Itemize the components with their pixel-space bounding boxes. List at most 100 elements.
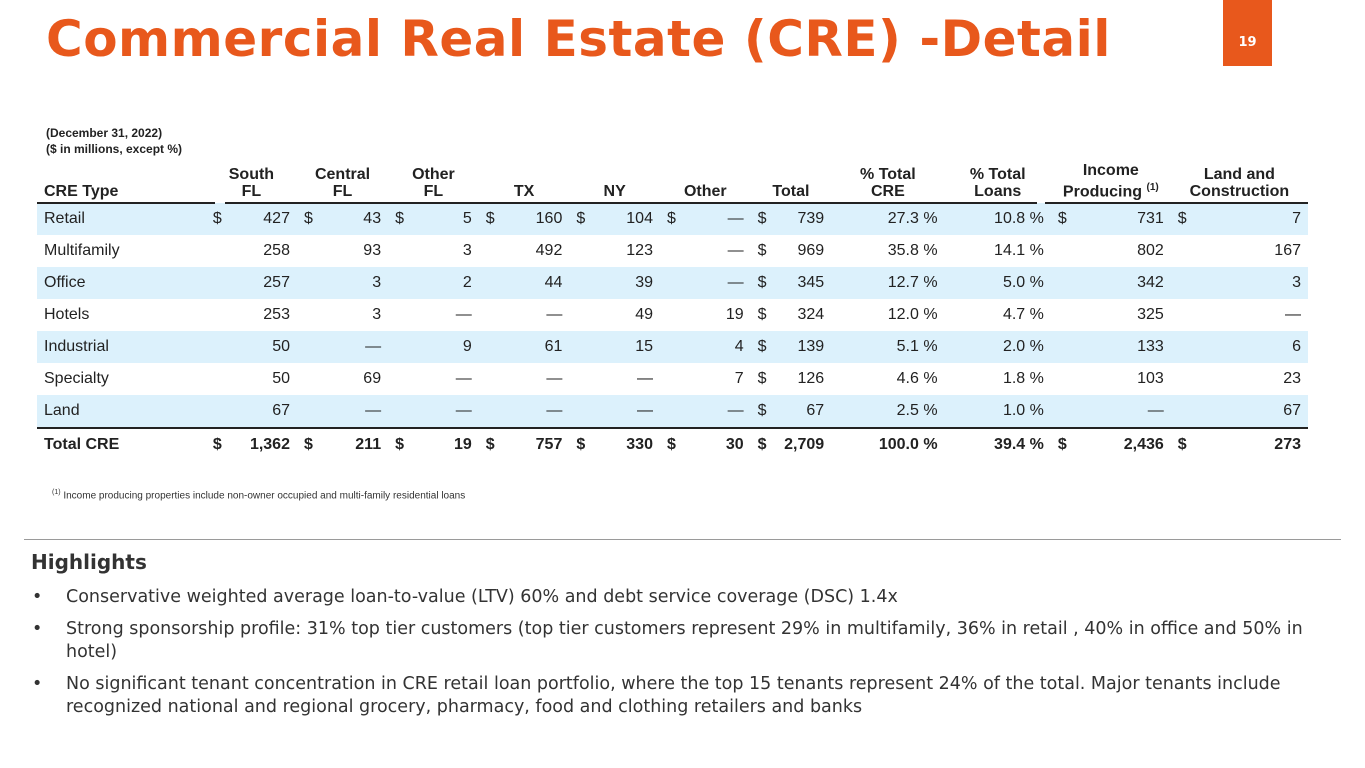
currency-symbol — [569, 331, 591, 364]
currency-symbol — [1171, 299, 1192, 331]
row-label: Multifamily — [44, 242, 120, 260]
cell-pct-cre: 4.6 % — [896, 370, 938, 388]
header-cre-type: CRE Type — [44, 183, 119, 201]
currency-symbol: $ — [750, 203, 772, 236]
header-total: Total — [772, 183, 810, 201]
cell-otherfl: 3 — [462, 242, 472, 260]
row-label: Total CRE — [37, 427, 206, 462]
currency-symbol — [1051, 299, 1072, 331]
cell-land: 167 — [1274, 242, 1301, 260]
cell-ny: 39 — [590, 267, 660, 300]
currency-symbol — [296, 267, 318, 300]
cell-pct-cre: 27.3 % — [831, 203, 945, 236]
currency-symbol: $ — [388, 203, 409, 236]
currency-symbol: $ — [1170, 203, 1192, 236]
table-row: Land 67— — — — — $67 2.5 % 1.0 % —67 — [37, 395, 1308, 429]
currency-symbol — [296, 395, 318, 429]
cell-central: 43 — [317, 203, 389, 236]
cell-total: 739 — [771, 203, 832, 236]
highlight-bullet: Conservative weighted average loan-to-va… — [30, 586, 1330, 609]
table-row: Specialty 50 69 — — — 7 $126 4.6 % 1.8 % 103 23 — [37, 363, 1308, 395]
header-rule — [37, 202, 215, 204]
cell-income: 802 — [1137, 242, 1164, 260]
currency-symbol: $ — [757, 306, 767, 324]
currency-symbol — [388, 299, 409, 331]
cell-pct-cre: 12.7 % — [831, 267, 945, 300]
header-rule — [225, 202, 1037, 204]
cell-land: 67 — [1191, 395, 1308, 429]
currency-symbol: $ — [478, 427, 500, 462]
currency-symbol — [205, 331, 227, 364]
currency-symbol — [388, 235, 409, 267]
currency-symbol: $ — [296, 203, 318, 236]
row-label: Specialty — [44, 370, 109, 388]
header-other-fl: Other FL — [412, 166, 455, 201]
header-central-fl: Central FL — [314, 166, 371, 201]
header-income-producing: Income Producing (1) — [1062, 162, 1159, 201]
currency-symbol — [478, 395, 500, 429]
cell-pct-loans: 1.8 % — [1002, 370, 1044, 388]
currency-symbol — [659, 267, 681, 300]
row-label: Retail — [37, 203, 206, 236]
currency-symbol: $ — [205, 203, 227, 236]
cell-south: 50 — [226, 331, 297, 364]
currency-symbol: $ — [1170, 427, 1192, 462]
currency-symbol — [478, 267, 500, 300]
cell-land: 273 — [1191, 427, 1308, 462]
currency-symbol — [388, 331, 409, 364]
header-ny: NY — [603, 183, 626, 201]
cell-otherfl: 9 — [408, 331, 479, 364]
cell-central: 211 — [317, 427, 389, 462]
cell-pct-cre: 2.5 % — [831, 395, 945, 429]
currency-symbol — [1170, 395, 1192, 429]
cell-otherfl: — — [408, 395, 479, 429]
row-label: Land — [37, 395, 206, 429]
cell-central: 93 — [363, 242, 382, 260]
cell-otherfl: 19 — [408, 427, 479, 462]
currency-symbol — [297, 235, 318, 267]
currency-symbol — [569, 235, 590, 267]
cell-pct-loans: 10.8 % — [944, 203, 1051, 236]
cell-otherfl: 2 — [408, 267, 479, 300]
currency-symbol — [1050, 395, 1072, 429]
cell-total: 2,709 — [771, 427, 832, 462]
cell-ny: 104 — [590, 203, 660, 236]
currency-symbol: $ — [750, 267, 772, 300]
cell-other: — — [680, 203, 751, 236]
currency-symbol — [1171, 363, 1192, 395]
table-row: Multifamily 258 93 3 492 123 — $969 35.8 % 14.1 %… — [37, 235, 1308, 267]
cell-tx: 61 — [499, 331, 570, 364]
cell-central: — — [317, 331, 389, 364]
total-row: Total CRE $1,362 $211 $19 $757 $330 $30 $2,709 1… — [37, 427, 1308, 462]
currency-symbol — [205, 267, 227, 300]
cell-pct-cre: 12.0 % — [887, 306, 938, 324]
cell-land: — — [1285, 306, 1301, 324]
cell-pct-loans: 39.4 % — [944, 427, 1051, 462]
currency-symbol — [297, 299, 318, 331]
currency-symbol: $ — [388, 427, 409, 462]
cell-tx: — — [546, 306, 563, 324]
table-row: Office 257 3 2 44 39— $345 12.7 % 5.0 % 342 3 — [37, 267, 1308, 300]
footnote: (1) Income producing properties include … — [52, 489, 466, 502]
cell-other: 7 — [734, 370, 744, 388]
cell-ny: 123 — [626, 242, 653, 260]
cell-pct-loans: 14.1 % — [994, 242, 1044, 260]
cell-ny: 15 — [590, 331, 660, 364]
table-row: Industrial 50 — 9 61 15 4 $139 5.1 % 2.0 % 133 6 — [37, 331, 1308, 364]
cell-pct-cre: 100.0 % — [831, 427, 945, 462]
header-pct-total-loans: % Total Loans — [969, 166, 1026, 201]
header-other: Other — [683, 183, 727, 201]
currency-symbol — [1171, 235, 1192, 267]
cell-ny: — — [590, 395, 660, 429]
cell-otherfl: 5 — [408, 203, 479, 236]
cell-south: 258 — [263, 242, 290, 260]
currency-symbol: $ — [205, 427, 227, 462]
currency-symbol: $ — [750, 395, 772, 429]
currency-symbol: $ — [1050, 427, 1072, 462]
cell-tx: 160 — [499, 203, 570, 236]
currency-symbol — [479, 363, 500, 395]
currency-symbol — [569, 395, 591, 429]
cell-other: 19 — [725, 306, 744, 324]
cell-tx: 44 — [499, 267, 570, 300]
date-note: (December 31, 2022) — [46, 126, 163, 140]
